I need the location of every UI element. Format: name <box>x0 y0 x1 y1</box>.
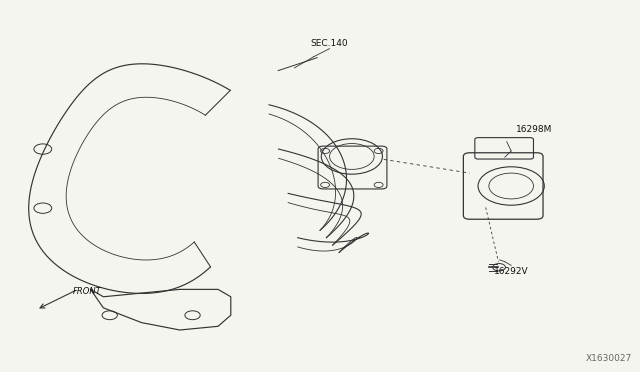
Text: SEC.140: SEC.140 <box>311 39 348 48</box>
Text: FRONT: FRONT <box>73 287 102 296</box>
Text: 16298M: 16298M <box>516 125 552 134</box>
Text: 16292V: 16292V <box>494 267 529 276</box>
Text: X1630027: X1630027 <box>586 354 632 363</box>
